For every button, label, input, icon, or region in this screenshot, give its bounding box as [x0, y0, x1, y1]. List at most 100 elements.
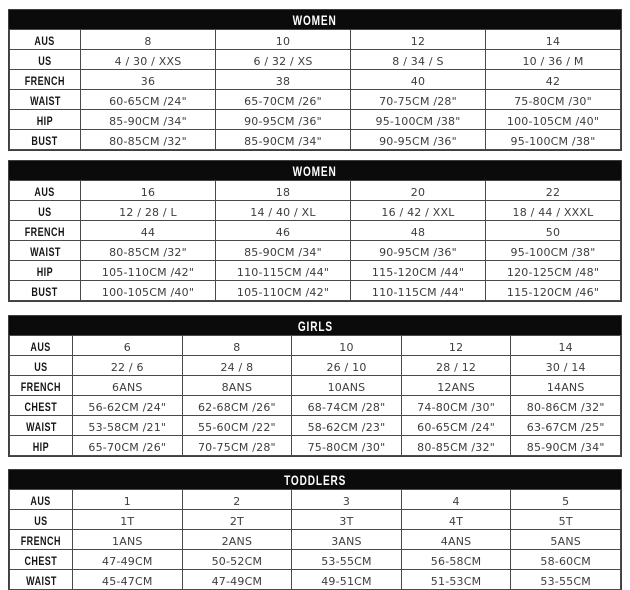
size-value: 48 — [410, 226, 426, 239]
size-cell: 6 / 32 / XS — [215, 49, 351, 70]
size-value: 95-100CM /38" — [510, 135, 596, 148]
size-value: 90-95CM /36" — [379, 246, 457, 259]
size-cell: 18 / 44 / XXXL — [485, 200, 621, 221]
size-cell: 8 / 34 / S — [350, 49, 486, 70]
size-cell: 47-49CM — [72, 549, 183, 570]
size-cell: 16 / 42 / XXL — [350, 200, 486, 221]
size-cell: 30 / 14 — [510, 355, 621, 376]
size-cell: 28 / 12 — [400, 355, 512, 376]
size-cell: 5T — [510, 509, 621, 530]
size-value: 53-55CM — [540, 575, 591, 588]
size-cell: 1ANS — [72, 529, 183, 550]
size-cell: 45-47CM — [72, 569, 183, 590]
row-label: AUS — [34, 34, 56, 48]
size-cell: 110-115CM /44" — [350, 280, 486, 301]
size-cell: 58-62CM /23" — [291, 415, 402, 436]
size-value: 1T — [120, 515, 135, 528]
table-row-aus: AUS 1 2 3 4 5 — [9, 489, 621, 510]
size-table-girls-3: GIRLS AUS 6 8 10 12 14 US 22 / 6 24 / 8 26 / 10 28 … — [8, 315, 622, 457]
size-value: 74-80CM /30" — [417, 401, 495, 414]
row-label: FRENCH — [20, 534, 62, 548]
size-cell: 80-85CM /32" — [400, 435, 512, 456]
size-value: 4ANS — [440, 535, 472, 548]
size-cell: 14 / 40 / XL — [215, 200, 351, 221]
row-label-cell: BUST — [9, 280, 81, 301]
size-value: 12ANS — [437, 381, 475, 394]
table-row-waist: WAIST 60-65CM /24" 65-70CM /26" 70-75CM /28… — [9, 89, 621, 110]
size-value: 105-110CM /42" — [101, 266, 195, 279]
row-label: HIP — [36, 265, 54, 279]
row-label-cell: AUS — [9, 335, 73, 356]
size-cell: 40 — [350, 69, 486, 90]
size-cell: 12 — [350, 29, 486, 50]
size-value: 115-120CM /46" — [506, 286, 600, 299]
size-value: 51-53CM — [430, 575, 482, 588]
size-value: 53-58CM /21" — [88, 421, 167, 434]
size-cell: 105-110CM /42" — [80, 260, 216, 281]
size-value: 4 / 30 / XXS — [114, 55, 182, 68]
row-label: US — [38, 54, 52, 68]
table-row-french: FRENCH 44 46 48 50 — [9, 220, 621, 241]
size-cell: 58-60CM — [510, 549, 621, 570]
table-row-french: FRENCH 36 38 40 42 — [9, 69, 621, 90]
size-cell: 16 — [80, 180, 216, 201]
size-value: 5 — [562, 495, 570, 508]
size-cell: 100-105CM /40" — [485, 109, 621, 130]
size-value: 80-86CM /32" — [526, 401, 605, 414]
size-cell: 100-105CM /40" — [80, 280, 216, 301]
size-table-women-2: WOMEN AUS 16 18 20 22 US 12 / 28 / L 14 / 40 / X… — [8, 160, 622, 302]
size-value: 36 — [140, 75, 156, 88]
size-value: 62-68CM /26" — [197, 401, 276, 414]
size-cell: 70-75CM /28" — [350, 89, 486, 110]
size-cell: 8 — [181, 335, 293, 356]
row-label: US — [38, 205, 52, 219]
size-cell: 120-125CM /48" — [485, 260, 621, 281]
size-value: 85-90CM /34" — [526, 441, 605, 454]
size-cell: 1T — [72, 509, 183, 530]
size-value: 75-80CM /30" — [307, 441, 386, 454]
size-cell: 18 — [215, 180, 351, 201]
size-value: 58-62CM /23" — [307, 421, 386, 434]
row-label: WAIST — [29, 245, 61, 259]
size-value: 75-80CM /30" — [514, 95, 592, 108]
table-row-chest: CHEST 56-62CM /24" 62-68CM /26" 68-74CM /28… — [9, 395, 621, 416]
size-cell: 90-95CM /36" — [350, 129, 486, 150]
size-cell: 14 — [510, 335, 621, 356]
table-title: GIRLS — [297, 317, 333, 334]
size-value: 90-95CM /36" — [244, 115, 322, 128]
table-row-waist: WAIST 53-58CM /21" 55-60CM /22" 58-62CM /23… — [9, 415, 621, 436]
size-cell: 75-80CM /30" — [291, 435, 402, 456]
table-row-us: US 4 / 30 / XXS 6 / 32 / XS 8 / 34 / S 10 / … — [9, 49, 621, 70]
size-cell: 53-55CM — [510, 569, 621, 590]
row-label: AUS — [34, 185, 56, 199]
size-value: 47-49CM — [211, 575, 263, 588]
size-value: 2T — [229, 515, 244, 528]
size-grid: AUS 16 18 20 22 US 12 / 28 / L 14 / 40 / XL 16 /… — [9, 180, 621, 301]
size-cell: 4 — [400, 489, 512, 510]
table-header-bar: GIRLS — [9, 316, 621, 335]
size-cell: 95-100CM /38" — [485, 129, 621, 150]
table-row-aus: AUS 6 8 10 12 14 — [9, 335, 621, 356]
size-grid: AUS 1 2 3 4 5 US 1T 2T 3T 4T 5T FRENCH 1ANS 2ANS 3ANS 4A… — [9, 489, 621, 590]
size-value: 22 — [545, 186, 561, 199]
size-value: 53-55CM — [321, 555, 372, 568]
size-cell: 26 / 10 — [291, 355, 402, 376]
table-row-hip: HIP 85-90CM /34" 90-95CM /36" 95-100CM /38"… — [9, 109, 621, 130]
size-value: 56-58CM — [430, 555, 482, 568]
size-table-toddlers-4: TODDLERS AUS 1 2 3 4 5 US 1T 2T 3T 4T 5T FRENCH 1ANS 2A… — [8, 469, 622, 590]
size-cell: 12 / 28 / L — [80, 200, 216, 221]
size-value: 2ANS — [221, 535, 253, 548]
size-cell: 65-70CM /26" — [215, 89, 351, 110]
size-cell: 14ANS — [510, 375, 621, 396]
size-cell: 3 — [291, 489, 402, 510]
size-grid: AUS 8 10 12 14 US 4 / 30 / XXS 6 / 32 / XS 8 / 3… — [9, 29, 621, 150]
size-cell: 6ANS — [72, 375, 183, 396]
table-title: WOMEN — [292, 11, 338, 28]
row-label-cell: AUS — [9, 29, 81, 50]
table-row-french: FRENCH 6ANS 8ANS 10ANS 12ANS 14ANS — [9, 375, 621, 396]
size-cell: 5 — [510, 489, 621, 510]
size-cell: 2T — [181, 509, 293, 530]
size-cell: 62-68CM /26" — [181, 395, 293, 416]
size-value: 8 — [233, 341, 241, 354]
